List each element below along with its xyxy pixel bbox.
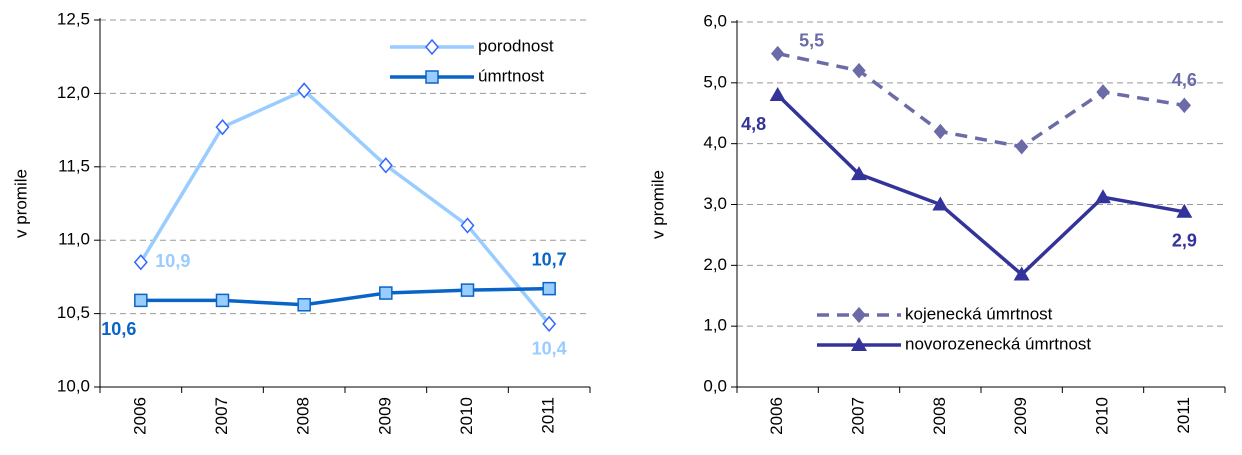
marker <box>932 196 949 211</box>
marker <box>460 283 475 297</box>
marker <box>771 45 785 62</box>
legend-marker <box>425 70 439 84</box>
marker <box>215 293 230 308</box>
value-label: 4,8 <box>741 114 766 134</box>
y-tick-label: 12,5 <box>57 9 90 28</box>
y-axis-label: v promile <box>648 170 667 239</box>
legend-label: úmrtnost <box>478 66 544 85</box>
marker <box>1095 189 1111 204</box>
y-tick-label: 10,0 <box>57 376 90 395</box>
value-label: 10,7 <box>532 249 567 269</box>
marker <box>769 87 786 101</box>
x-tick-label: 2008 <box>930 397 949 435</box>
x-tick-label: 2009 <box>1011 397 1030 435</box>
series-line <box>140 286 550 307</box>
marker <box>134 293 148 308</box>
series-line <box>139 88 551 325</box>
marker <box>297 82 312 99</box>
y-tick-label: 6,0 <box>703 11 727 30</box>
x-tick-label: 2007 <box>848 397 867 435</box>
value-label: 2,9 <box>1172 231 1197 251</box>
marker <box>852 62 866 79</box>
marker <box>379 286 393 300</box>
x-tick-label: 2007 <box>212 397 231 435</box>
x-tick-label: 2006 <box>130 397 149 435</box>
y-tick-label: 12,0 <box>57 83 90 102</box>
marker <box>1176 203 1193 218</box>
y-tick-label: 4,0 <box>703 133 727 152</box>
y-tick-label: 0,0 <box>703 376 727 395</box>
marker <box>1096 84 1110 100</box>
series-line <box>776 93 1185 277</box>
y-tick-label: 10,5 <box>57 303 90 322</box>
series-line <box>777 51 1185 149</box>
marker <box>133 254 148 271</box>
y-axis-label: v promile <box>11 169 30 238</box>
value-label: 10,9 <box>155 251 190 271</box>
marker <box>1177 97 1191 114</box>
marker <box>851 166 867 181</box>
marker <box>378 157 393 174</box>
y-tick-label: 3,0 <box>703 194 727 213</box>
y-tick-label: 2,0 <box>703 255 727 274</box>
legend-marker <box>425 38 439 56</box>
legend-marker <box>852 306 866 324</box>
marker <box>460 217 475 234</box>
x-tick-label: 2009 <box>375 397 394 435</box>
marker <box>215 119 230 136</box>
x-tick-label: 2006 <box>767 397 786 435</box>
y-tick-label: 1,0 <box>703 316 727 335</box>
marker <box>1013 266 1030 281</box>
legend-label: kojenecká úmrtnost <box>905 304 1053 323</box>
y-tick-label: 11,5 <box>58 156 90 175</box>
x-tick-label: 2008 <box>294 397 313 435</box>
x-tick-label: 2011 <box>539 397 558 434</box>
legend-label: novorozenecká úmrtnost <box>905 334 1091 353</box>
value-label: 4,6 <box>1172 70 1197 90</box>
value-label: 10,4 <box>532 339 567 359</box>
y-tick-label: 5,0 <box>703 72 727 91</box>
marker <box>1015 138 1029 155</box>
marker <box>542 315 557 333</box>
x-tick-label: 2011 <box>1174 397 1193 434</box>
value-label: 5,5 <box>799 30 824 50</box>
x-tick-label: 2010 <box>457 397 476 435</box>
marker <box>933 123 947 140</box>
y-tick-label: 11,0 <box>58 230 90 249</box>
legend-label: porodnost <box>478 36 554 55</box>
x-tick-label: 2010 <box>1092 397 1111 435</box>
marker <box>542 281 556 296</box>
marker <box>297 298 311 312</box>
value-label: 10,6 <box>101 319 136 339</box>
legend-marker <box>851 337 867 351</box>
